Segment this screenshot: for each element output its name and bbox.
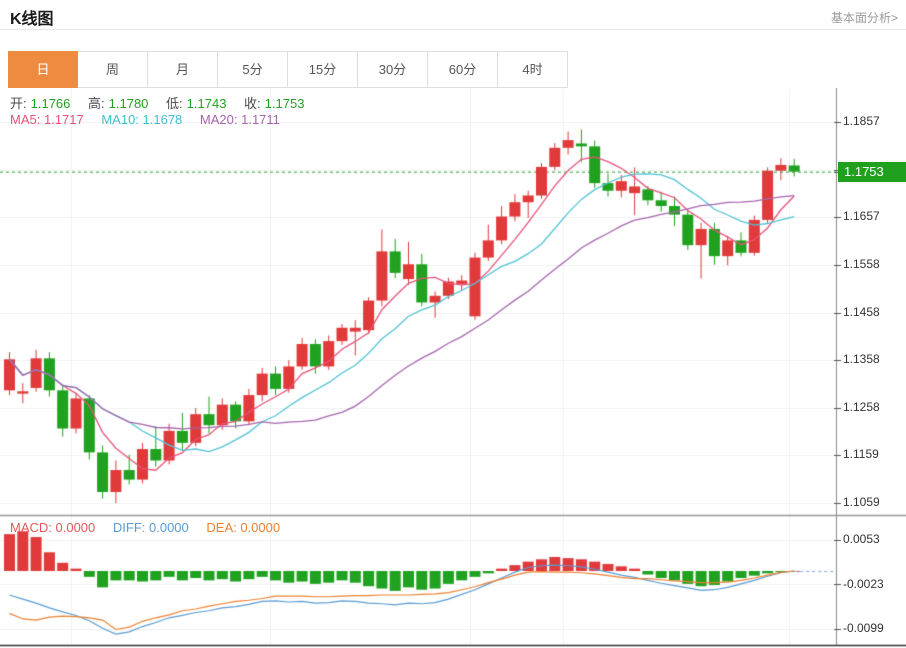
interval-tabbar: 日 周 月 5分 15分 30分 60分 4时 bbox=[8, 51, 906, 88]
macd-axis-label: -0.0023 bbox=[843, 577, 884, 591]
diff-value: DIFF: 0.0000 bbox=[112, 520, 189, 535]
price-axis-label: 1.1657 bbox=[843, 209, 880, 223]
ma20-legend: MA20: 1.1711 bbox=[199, 112, 280, 127]
high-value: 1.1780 bbox=[108, 96, 149, 111]
page-header: K线图 基本面分析> bbox=[0, 0, 906, 30]
ma10-legend: MA10: 1.1678 bbox=[101, 112, 183, 127]
price-axis-label: 1.1558 bbox=[843, 257, 880, 271]
page-title: K线图 bbox=[10, 11, 54, 28]
tab-month[interactable]: 月 bbox=[148, 51, 218, 88]
current-price-label: 1.1753 bbox=[838, 162, 906, 182]
dea-value: DEA: 0.0000 bbox=[206, 520, 281, 535]
macd-legend: MACD: 0.0000 DIFF: 0.0000 DEA: 0.0000 bbox=[10, 520, 284, 535]
ohlc-legend: 开: 1.1766 高: 1.1780 低: 1.1743 收: 1.1753 bbox=[10, 93, 308, 112]
tab-15min[interactable]: 15分 bbox=[288, 51, 358, 88]
low-value: 1.1743 bbox=[186, 96, 227, 111]
tab-week[interactable]: 周 bbox=[78, 51, 148, 88]
price-axis-label: 1.1358 bbox=[843, 352, 880, 366]
tab-5min[interactable]: 5分 bbox=[218, 51, 288, 88]
kline-chart-canvas[interactable] bbox=[0, 88, 906, 648]
ma5-legend: MA5: 1.1717 bbox=[10, 112, 84, 127]
price-axis-label: 1.1258 bbox=[843, 400, 880, 414]
macd-axis-label: -0.0099 bbox=[843, 621, 884, 635]
price-axis-label: 1.1159 bbox=[843, 447, 879, 461]
tab-30min[interactable]: 30分 bbox=[358, 51, 428, 88]
close-label: 收: bbox=[244, 96, 261, 111]
fundamental-analysis-link[interactable]: 基本面分析> bbox=[830, 11, 898, 25]
ma-legend: MA5: 1.1717 MA10: 1.1678 MA20: 1.1711 bbox=[10, 112, 284, 127]
open-value: 1.1766 bbox=[30, 96, 71, 111]
close-value: 1.1753 bbox=[264, 96, 305, 111]
high-label: 高: bbox=[88, 96, 105, 111]
tab-day[interactable]: 日 bbox=[8, 51, 78, 88]
macd-value: MACD: 0.0000 bbox=[10, 520, 96, 535]
macd-axis-label: 0.0053 bbox=[843, 532, 880, 546]
price-axis-label: 1.1458 bbox=[843, 305, 880, 319]
kline-chart-area: 开: 1.1766 高: 1.1780 低: 1.1743 收: 1.1753 MA5:… bbox=[0, 88, 906, 648]
open-label: 开: bbox=[10, 96, 27, 111]
low-label: 低: bbox=[166, 96, 183, 111]
tab-60min[interactable]: 60分 bbox=[428, 51, 498, 88]
tab-4hour[interactable]: 4时 bbox=[498, 51, 568, 88]
price-axis-label: 1.1857 bbox=[843, 114, 880, 128]
price-axis-label: 1.1059 bbox=[843, 495, 880, 509]
